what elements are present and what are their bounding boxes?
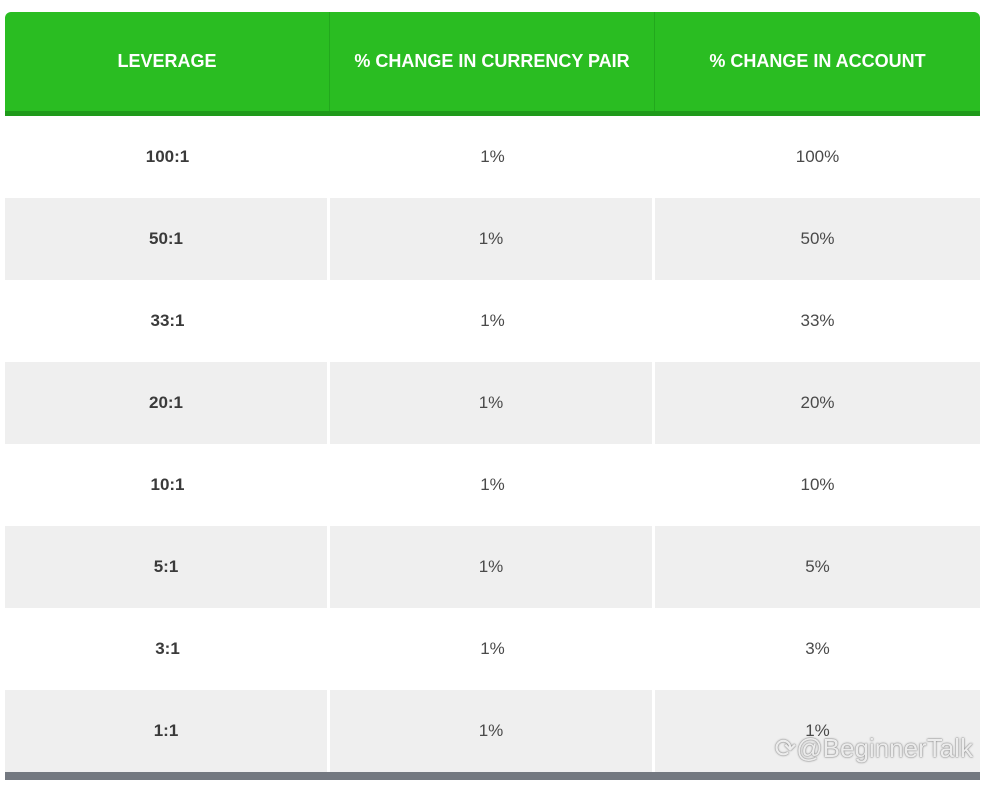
account-change-cell: 50%	[800, 229, 835, 248]
pair-change-cell: 1%	[480, 475, 505, 494]
table-row: 50:1 1% 50%	[5, 198, 980, 280]
pair-change-cell: 1%	[330, 362, 655, 444]
account-change-cell: 1%	[805, 721, 830, 740]
leverage-cell: 3:1	[155, 639, 180, 658]
table-row: 10:1 1% 10%	[5, 444, 980, 526]
account-change-cell: 100%	[795, 147, 840, 166]
account-change-cell: 10%	[800, 475, 835, 494]
leverage-cell: 5:1	[5, 526, 330, 608]
table-row: 5:1 1% 5%	[5, 526, 980, 608]
pair-change-cell: 1%	[330, 526, 655, 608]
table-row: 33:1 1% 33%	[5, 280, 980, 362]
pair-change-cell: 1%	[480, 639, 505, 658]
pair-change-cell: 1%	[330, 690, 655, 772]
leverage-cell: 1:1	[5, 690, 330, 772]
watermark-text: @BeginnerTalk	[796, 733, 973, 763]
weibo-icon: ⟳	[774, 733, 797, 763]
header-leverage: LEVERAGE	[5, 12, 330, 111]
table-footer-bar	[5, 772, 980, 780]
account-change-cell: 5%	[805, 557, 830, 576]
pair-change-cell: 1%	[330, 198, 655, 280]
table-row: 1:1 1% 1%	[5, 690, 980, 772]
account-change-cell: 20%	[800, 393, 835, 412]
leverage-table: LEVERAGE % CHANGE IN CURRENCY PAIR % CHA…	[5, 12, 980, 780]
table-row: 3:1 1% 3%	[5, 608, 980, 690]
table-row: 100:1 1% 100%	[5, 116, 980, 198]
leverage-cell: 100:1	[145, 147, 190, 166]
watermark: ⟳@BeginnerTalk	[774, 733, 973, 764]
table-header: LEVERAGE % CHANGE IN CURRENCY PAIR % CHA…	[5, 12, 980, 116]
pair-change-cell: 1%	[480, 311, 505, 330]
account-change-cell: 33%	[800, 311, 835, 330]
leverage-cell: 50:1	[5, 198, 330, 280]
leverage-cell: 33:1	[150, 311, 185, 330]
account-change-cell: 3%	[805, 639, 830, 658]
table-row: 20:1 1% 20%	[5, 362, 980, 444]
leverage-cell: 10:1	[150, 475, 185, 494]
leverage-cell: 20:1	[5, 362, 330, 444]
header-currency-pair-change: % CHANGE IN CURRENCY PAIR	[330, 12, 655, 111]
pair-change-cell: 1%	[480, 147, 505, 166]
header-account-change: % CHANGE IN ACCOUNT	[709, 51, 926, 71]
